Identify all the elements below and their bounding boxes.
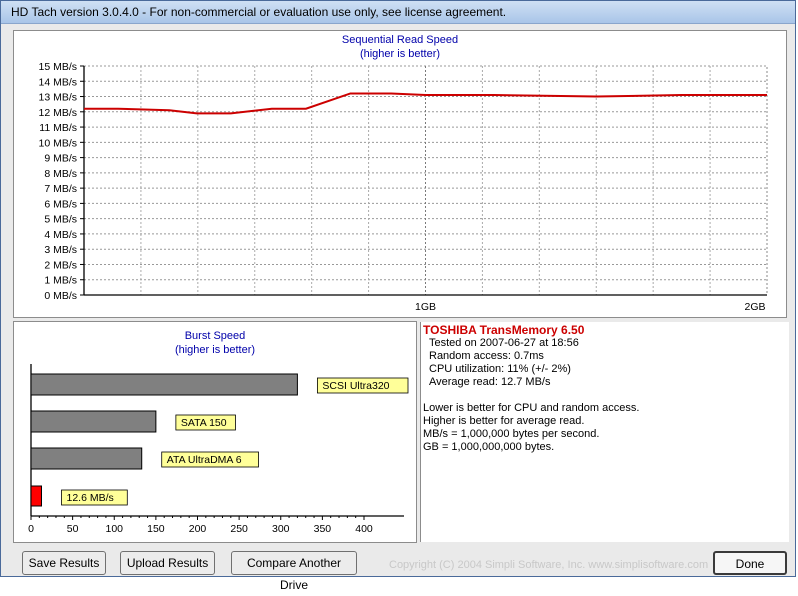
- burst-chart-title: Burst Speed: [184, 330, 246, 342]
- burst-bar-label: SATA 150: [181, 417, 227, 429]
- burst-bar: [30, 410, 157, 433]
- window-title: HD Tach version 3.0.4.0 - For non-commer…: [11, 5, 507, 19]
- copyright-text: Copyright (C) 2004 Simpli Software, Inc.…: [389, 559, 709, 571]
- burst-x-tick-label: 0: [28, 523, 34, 535]
- note-gb-definition: GB = 1,000,000,000 bytes.: [423, 441, 555, 453]
- read-y-tick-label: 2 MB/s: [44, 259, 77, 271]
- read-y-tick-label: 14 MB/s: [38, 76, 77, 88]
- read-y-tick-label: 13 MB/s: [38, 92, 77, 104]
- burst-speed-chart: 0 50 100 150 200 250 300 350 400 SCSI Ultra320 SAT…: [28, 364, 409, 535]
- read-y-tick-label: 6 MB/s: [44, 198, 77, 210]
- results-info-panel: TOSHIBA TransMemory 6.50 Tested on 2007-…: [420, 322, 789, 542]
- burst-bar: [30, 485, 42, 507]
- average-read: Average read: 12.7 MB/s: [429, 376, 551, 388]
- read-speed-series-line: [84, 92, 767, 115]
- random-access: Random access: 0.7ms: [429, 350, 544, 362]
- read-y-tick-label: 9 MB/s: [44, 153, 77, 165]
- burst-x-tick-label: 150: [147, 523, 165, 535]
- read-y-tick-label: 7 MB/s: [44, 183, 77, 195]
- burst-x-tick-label: 200: [189, 523, 207, 535]
- burst-x-tick-label: 350: [314, 523, 332, 535]
- note-higher-better: Higher is better for average read.: [423, 415, 585, 427]
- read-y-tick-label: 11 MB/s: [39, 122, 77, 134]
- burst-x-tick-label: 250: [230, 523, 248, 535]
- burst-x-tick-label: 400: [355, 523, 373, 535]
- read-speed-chart: 0 MB/s 1 MB/s 2 MB/s 3 MB/s 4 MB/s 5 MB/s 6 MB…: [38, 61, 768, 313]
- read-plot-area: [83, 65, 768, 296]
- burst-bar-label-box: [316, 377, 409, 394]
- tested-date: Tested on 2007-06-27 at 18:56: [429, 337, 579, 349]
- burst-x-tick-label: 50: [67, 523, 79, 535]
- upload-results-button[interactable]: Upload Results: [120, 551, 215, 575]
- read-x-tick-label: 1GB: [415, 301, 436, 313]
- note-mbs-definition: MB/s = 1,000,000 bytes per second.: [423, 428, 600, 440]
- burst-bar-label-box: [161, 451, 259, 468]
- burst-bar-label: SCSI Ultra320: [322, 380, 389, 392]
- save-results-button[interactable]: Save Results: [22, 551, 106, 575]
- read-y-tick-label: 3 MB/s: [44, 244, 77, 256]
- title-bar[interactable]: HD Tach version 3.0.4.0 - For non-commer…: [1, 1, 795, 24]
- burst-x-tick-label: 300: [272, 523, 290, 535]
- read-y-tick-label: 4 MB/s: [44, 229, 77, 241]
- read-chart-title: Sequential Read Speed: [341, 34, 459, 46]
- burst-chart-subtitle: (higher is better): [174, 344, 256, 356]
- burst-bar-label: 12.6 MB/s: [66, 492, 113, 504]
- read-y-tick-label: 1 MB/s: [44, 275, 77, 287]
- read-y-tick-label: 8 MB/s: [44, 168, 77, 180]
- compare-drive-button[interactable]: Compare Another Drive: [231, 551, 357, 592]
- burst-bar-label-box: [61, 489, 128, 506]
- burst-x-tick-label: 100: [105, 523, 123, 535]
- cpu-utilization: CPU utilization: 11% (+/- 2%): [429, 363, 571, 375]
- read-x-tick-label: 2GB: [744, 301, 765, 313]
- read-y-tick-label: 12 MB/s: [38, 107, 77, 119]
- burst-bar-label: ATA UltraDMA 6: [167, 454, 242, 466]
- burst-bar: [30, 373, 298, 396]
- note-lower-better: Lower is better for CPU and random acces…: [423, 402, 640, 414]
- drive-name: TOSHIBA TransMemory 6.50: [423, 323, 585, 337]
- burst-speed-panel: Burst Speed (higher is better) 0 50 100 150…: [13, 321, 417, 543]
- burst-bar-label-box: [175, 414, 236, 431]
- read-chart-subtitle: (higher is better): [359, 48, 441, 60]
- read-y-tick-label: 10 MB/s: [38, 137, 77, 149]
- done-button[interactable]: Done: [713, 551, 787, 575]
- read-y-tick-label: 0 MB/s: [44, 290, 77, 302]
- burst-bar: [30, 447, 143, 470]
- read-y-tick-label: 5 MB/s: [44, 214, 77, 226]
- read-y-tick-label: 15 MB/s: [38, 61, 77, 73]
- read-speed-panel: Sequential Read Speed (higher is better)…: [13, 30, 787, 318]
